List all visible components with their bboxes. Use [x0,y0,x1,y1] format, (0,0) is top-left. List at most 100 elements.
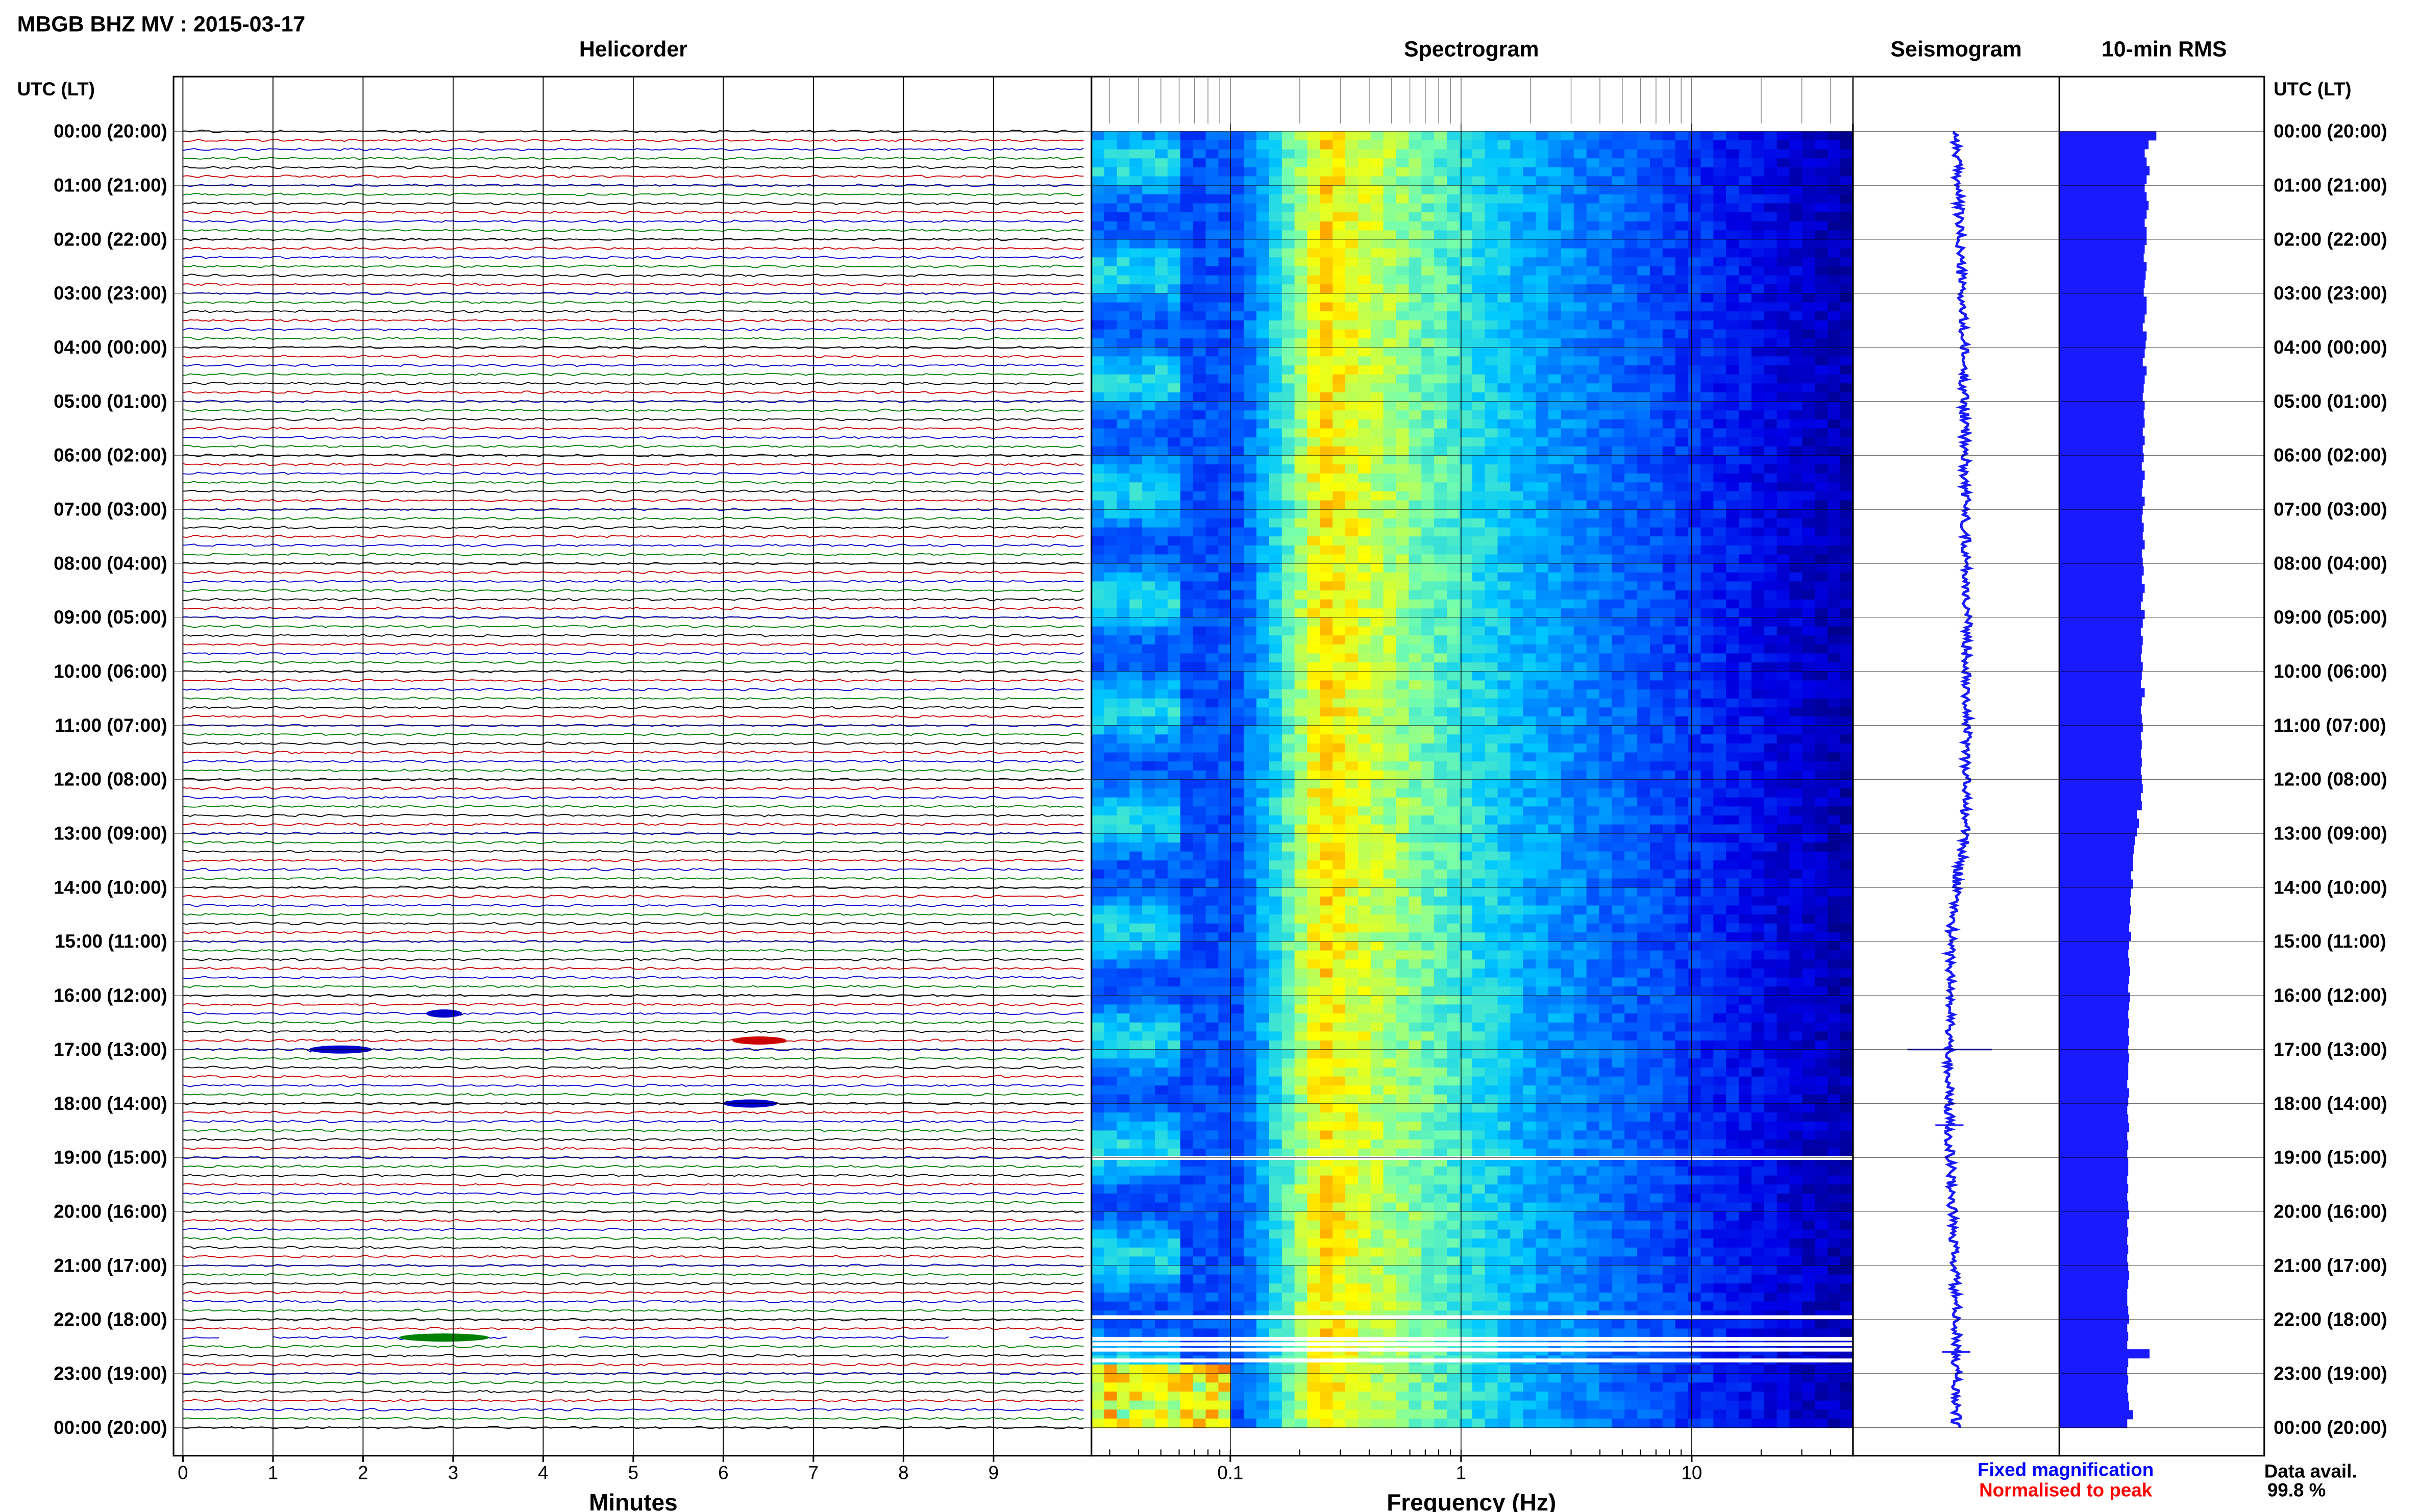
spectrogram-cell [1307,662,1321,673]
spectrogram-cell [1548,284,1562,294]
spectrogram-cell [1815,842,1829,852]
spectrogram-cell [1828,221,1841,231]
spectrogram-cell [1751,770,1765,780]
spectrogram-cell [1548,527,1562,537]
spectrogram-cell [1231,455,1245,465]
spectrogram-cell [1802,464,1816,474]
spectrogram-cell [1167,626,1181,636]
spectrogram-cell [1472,680,1486,690]
spectrogram-cell [1536,248,1549,258]
spectrogram-cell [1294,194,1308,204]
spectrogram-cell [1142,545,1156,555]
spectrogram-cell [1434,770,1448,780]
spectrogram-cell [1536,329,1549,339]
spectrogram-cell [1523,536,1537,547]
spectrogram-cell [1840,536,1854,547]
spectrogram-cell [1497,158,1511,168]
spectrogram-cell [1370,455,1384,465]
spectrogram-cell [1497,689,1511,699]
spectrogram-cell [1383,635,1397,646]
spectrogram-cell [1256,158,1270,168]
spectrogram-cell [1510,707,1524,717]
spectrogram-cell [1802,311,1816,321]
spectrogram-cell [1840,644,1854,654]
spectrogram-cell [1421,599,1435,609]
spectrogram-cell [1447,239,1461,249]
spectrogram-cell [1624,365,1638,375]
spectrogram-cell [1104,455,1118,465]
spectrogram-cell [1713,779,1727,789]
spectrogram-cell [1828,293,1841,303]
spectrogram-cell [1523,752,1537,762]
spectrogram-cell [1472,842,1486,852]
spectrogram-cell [1662,392,1676,402]
spectrogram-cell [1307,401,1321,411]
spectrogram-cell [1205,851,1219,861]
spectrogram-cell [1320,734,1334,745]
spectrogram-cell [1662,671,1676,681]
spectrogram-cell [1548,311,1562,321]
spectrogram-cell [1485,689,1498,699]
spectrogram-cell [1739,590,1752,600]
spectrogram-cell [1612,293,1625,303]
spectrogram-cell [1383,482,1397,492]
spectrogram-cell [1129,689,1143,699]
spectrogram-cell [1409,428,1422,438]
spectrogram-cell [1751,680,1765,690]
spectrogram-cell [1472,338,1486,348]
spectrogram-cell [1536,428,1549,438]
spectrogram-cell [1320,860,1334,871]
spectrogram-cell [1345,509,1359,519]
spectrogram-cell [1383,752,1397,762]
spectrogram-cell [1180,374,1194,384]
spectrogram-cell [1497,500,1511,510]
spectrogram-cell [1396,662,1410,673]
spectrogram-cell [1409,761,1422,772]
spectrogram-cell [1256,509,1270,519]
spectrogram-cell [1751,302,1765,312]
spectrogram-cell [1370,806,1384,816]
spectrogram-cell [1244,446,1257,456]
spectrogram-cell [1688,266,1701,276]
spectrogram-cell [1548,662,1562,673]
spectrogram-cell [1357,374,1372,384]
spectrogram-cell [1573,554,1587,564]
spectrogram-cell [1294,221,1308,231]
spectrogram-cell [1231,671,1245,681]
spectrogram-cell [1561,869,1574,879]
spectrogram-cell [1104,257,1118,267]
spectrogram-cell [1573,500,1587,510]
spectrogram-cell [1510,554,1524,564]
spectrogram-cell [1624,815,1638,825]
spectrogram-cell [1536,608,1549,618]
spectrogram-cell [1713,851,1727,861]
spectrogram-cell [1776,365,1790,375]
spectrogram-cell [1776,284,1790,294]
spectrogram-cell [1751,320,1765,330]
spectrogram-cell [1624,194,1638,204]
spectrogram-cell [1091,356,1105,366]
spectrogram-cell [1828,446,1841,456]
spectrogram-cell [1739,788,1752,798]
spectrogram-cell [1649,284,1664,294]
spectrogram-cell [1383,293,1397,303]
spectrogram-cell [1472,230,1486,240]
spectrogram-cell [1370,392,1384,402]
spectrogram-cell [1396,608,1410,618]
spectrogram-cell [1447,680,1461,690]
spectrogram-cell [1091,644,1105,654]
spectrogram-cell [1599,473,1613,483]
spectrogram-cell [1117,545,1130,555]
spectrogram-cell [1548,473,1562,483]
spectrogram-cell [1828,275,1841,285]
spectrogram-cell [1497,176,1511,186]
spectrogram-cell [1244,635,1257,646]
spectrogram-cell [1815,806,1829,816]
spectrogram-cell [1370,680,1384,690]
spectrogram-cell [1396,365,1410,375]
spectrogram-cell [1802,194,1816,204]
spectrogram-cell [1104,383,1118,393]
spectrogram-cell [1586,338,1600,348]
spectrogram-cell [1840,365,1854,375]
spectrogram-cell [1802,365,1816,375]
